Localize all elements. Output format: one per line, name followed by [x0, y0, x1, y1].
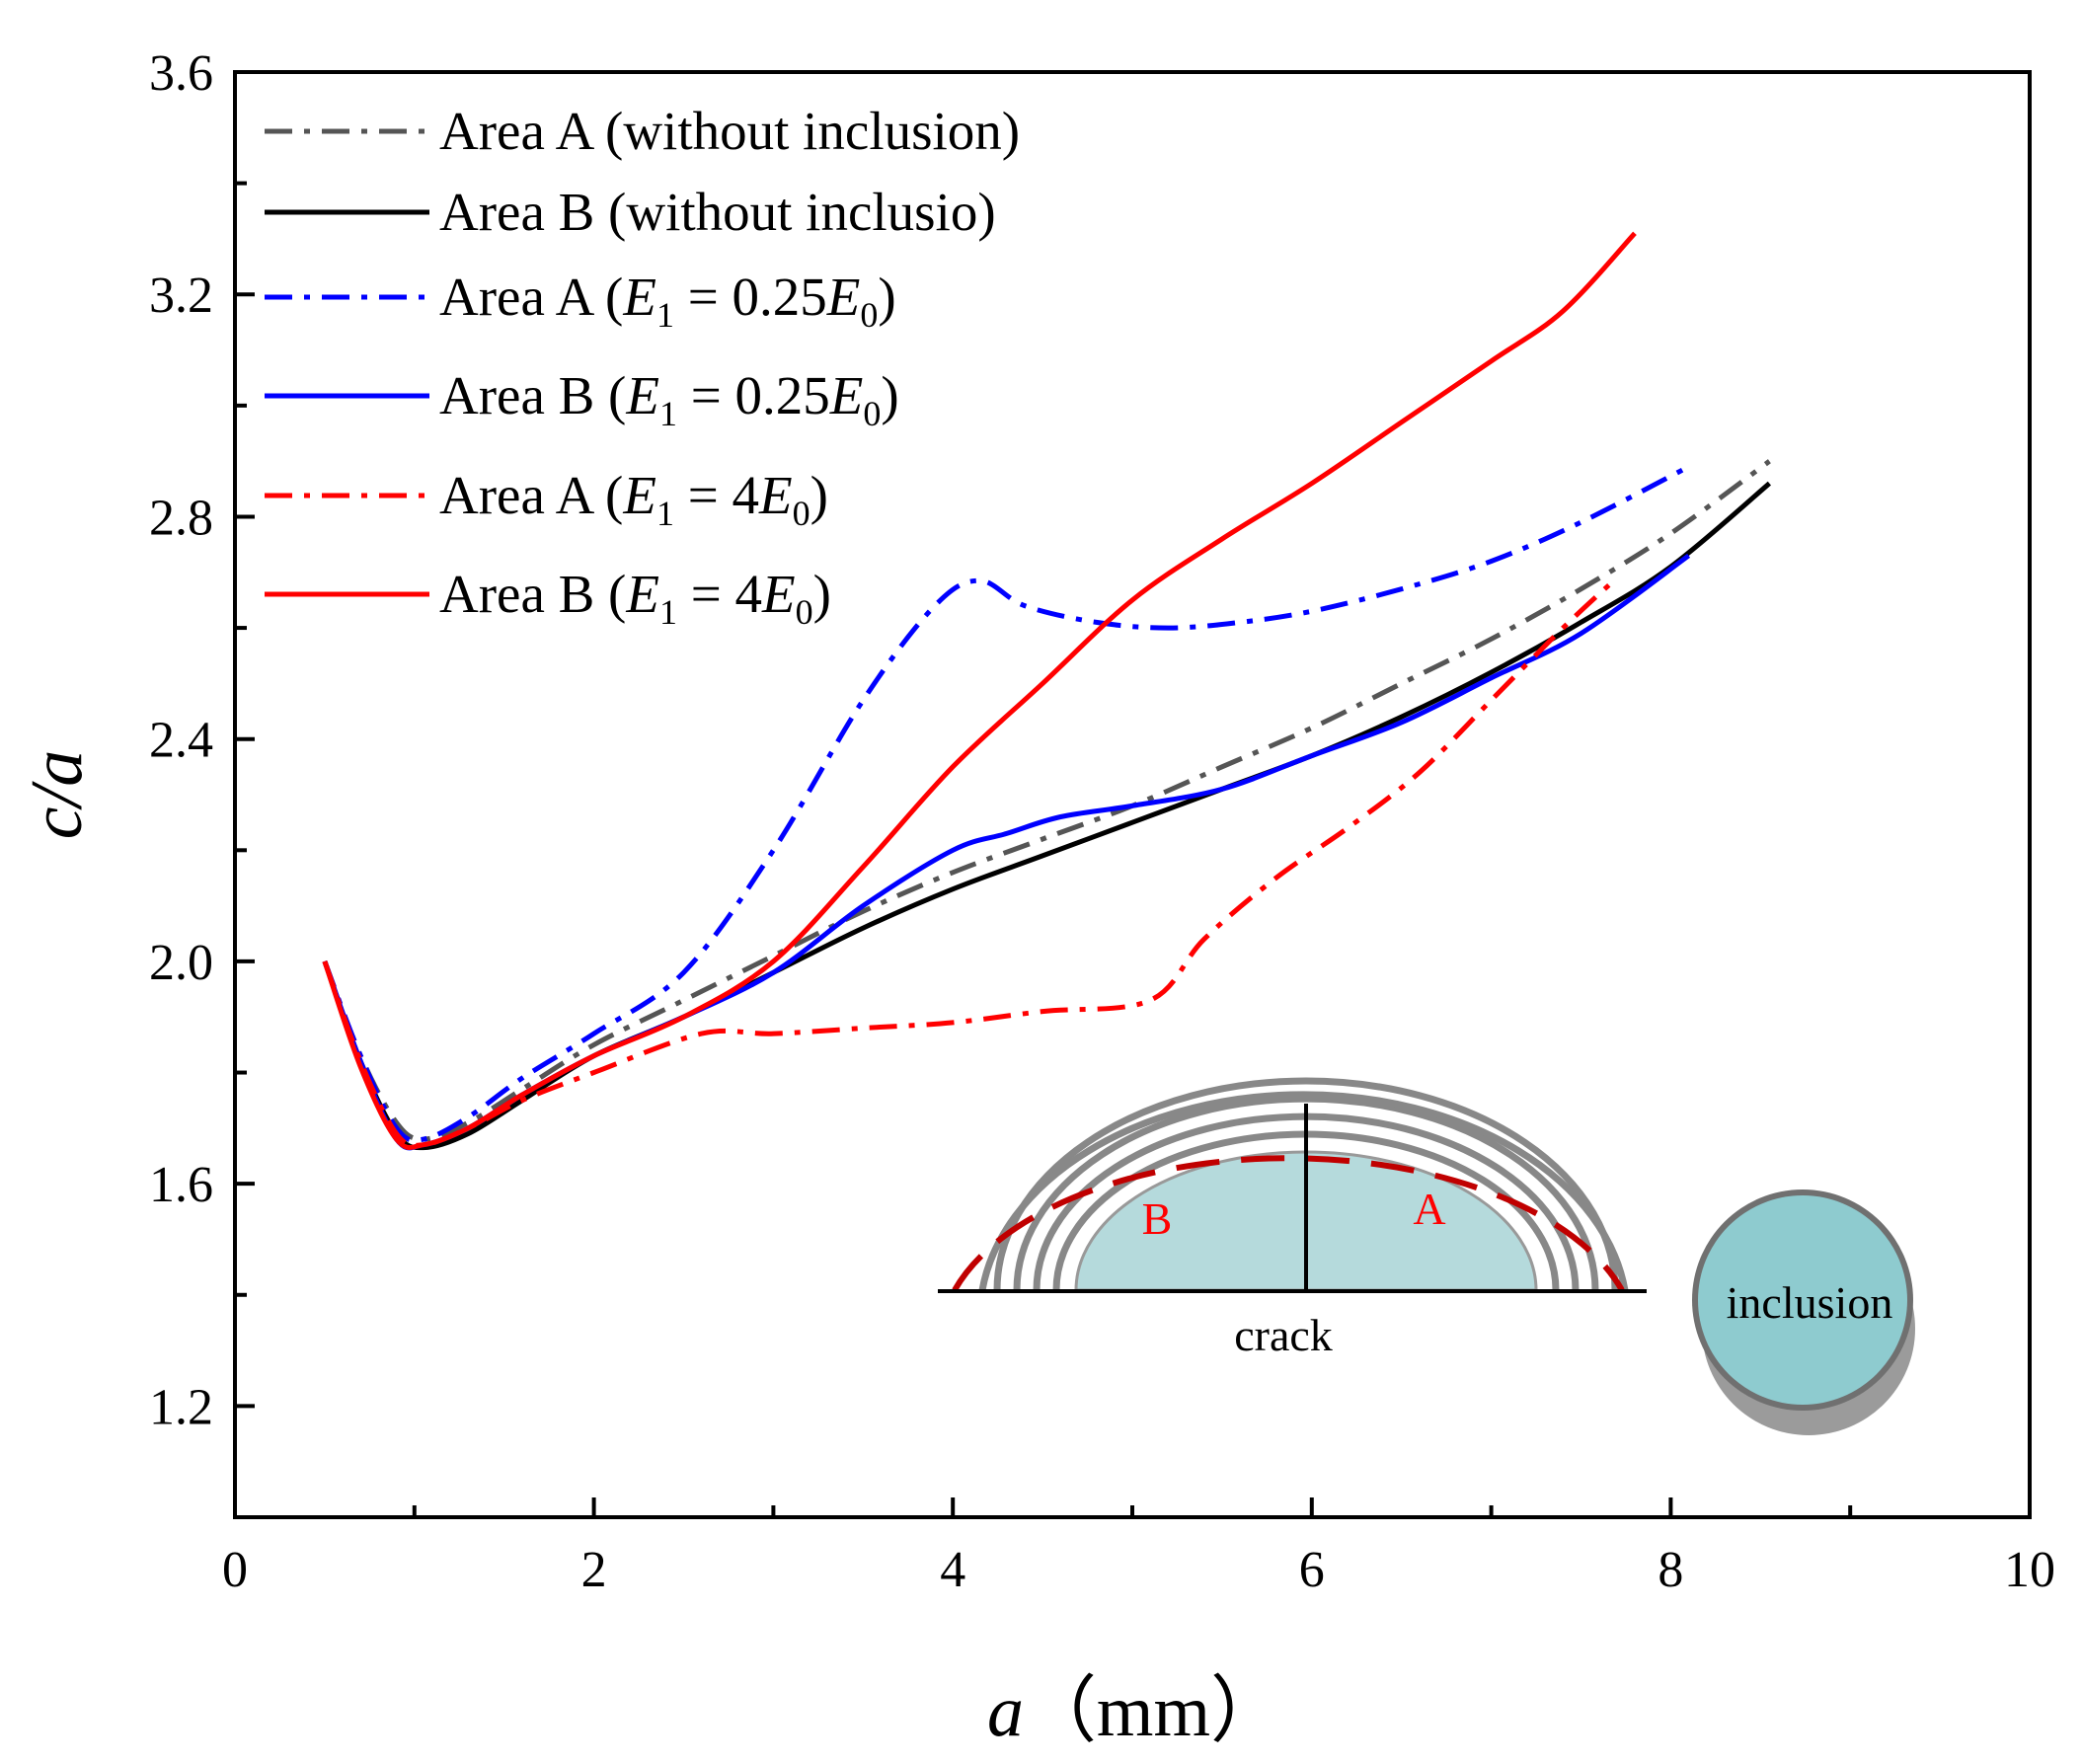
x-tick-label: 2	[581, 1542, 607, 1598]
x-axis-title: a（mm）	[987, 1671, 1283, 1752]
series-line-2	[322, 481, 1772, 1151]
series-layer	[322, 231, 1772, 1151]
inclusion-circle	[1698, 1195, 1907, 1405]
y-tick-label: 2.4	[149, 713, 213, 769]
legend-item-area-b-4: Area B (E1 = 4E0)	[265, 564, 831, 632]
y-tick-label: 3.2	[149, 268, 213, 324]
legend-item-area-a-without: Area A (without inclusion)	[265, 101, 1020, 161]
legend-label: Area A (without inclusion)	[439, 101, 1020, 161]
crack-front-arc	[1013, 1095, 1599, 1291]
legend-label: Area A (E1 = 0.25E0)	[439, 267, 896, 335]
legend-item-area-b-without: Area B (without inclusio)	[265, 182, 996, 242]
inset-schematic: B A crack inclusion	[938, 1077, 1915, 1435]
legend-label: Area B (E1 = 4E0)	[439, 564, 831, 632]
label-b: B	[1142, 1193, 1173, 1244]
tick-labels: 0 2 4 6 8 10 1.2 1.6 2.0 2.4 2.8 3.2 3.6	[149, 45, 2055, 1598]
y-axis-title: c/a	[17, 750, 98, 839]
y-tick-label: 3.6	[149, 45, 213, 102]
legend-item-area-b-025: Area B (E1 = 0.25E0)	[265, 365, 899, 433]
inclusion-label: inclusion	[1727, 1277, 1893, 1328]
outer-dashed-arc	[952, 1155, 1625, 1292]
y-tick-label: 2.8	[149, 490, 213, 546]
label-a: A	[1413, 1184, 1445, 1234]
axis-ticks	[233, 70, 2032, 1517]
x-tick-label: 10	[2004, 1542, 2055, 1598]
legend: Area A (without inclusion) Area B (witho…	[265, 101, 1020, 632]
x-tick-label: 6	[1299, 1542, 1325, 1598]
legend-item-area-a-025: Area A (E1 = 0.25E0)	[265, 267, 896, 335]
legend-label: Area B (without inclusio)	[439, 182, 996, 242]
series-line-5	[322, 575, 1619, 1148]
legend-label: Area B (E1 = 0.25E0)	[439, 365, 899, 433]
series-line-6	[322, 231, 1637, 1151]
series-line-3	[322, 464, 1690, 1143]
crack-label: crack	[1234, 1310, 1333, 1360]
y-tick-label: 2.0	[149, 935, 213, 991]
y-tick-label: 1.2	[149, 1379, 213, 1435]
x-tick-label: 4	[940, 1542, 965, 1598]
legend-item-area-a-4: Area A (E1 = 4E0)	[265, 465, 828, 533]
x-tick-label: 0	[222, 1542, 248, 1598]
legend-label: Area A (E1 = 4E0)	[439, 465, 828, 533]
crack-front-arc	[978, 1091, 1629, 1291]
y-tick-label: 1.6	[149, 1157, 213, 1213]
x-tick-label: 8	[1658, 1542, 1683, 1598]
